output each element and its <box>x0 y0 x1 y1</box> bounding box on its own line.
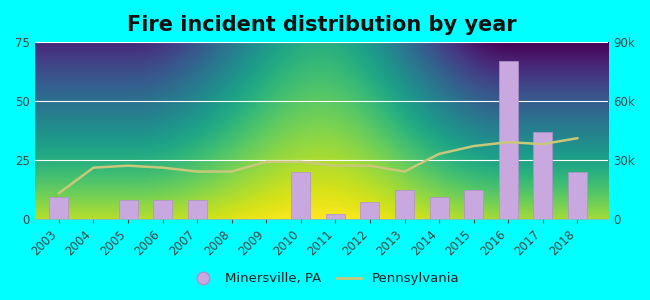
Bar <box>568 172 587 219</box>
Bar <box>464 190 483 219</box>
Bar <box>188 200 207 219</box>
Bar <box>533 132 552 219</box>
Bar <box>326 214 345 219</box>
Bar <box>291 172 310 219</box>
Title: Fire incident distribution by year: Fire incident distribution by year <box>127 15 516 35</box>
Bar <box>395 190 414 219</box>
Bar <box>153 200 172 219</box>
Bar <box>430 197 448 219</box>
Bar <box>49 197 68 219</box>
Legend: Minersville, PA, Pennsylvania: Minersville, PA, Pennsylvania <box>185 267 465 290</box>
Bar <box>118 200 138 219</box>
Bar <box>499 61 517 219</box>
Bar <box>361 202 380 219</box>
